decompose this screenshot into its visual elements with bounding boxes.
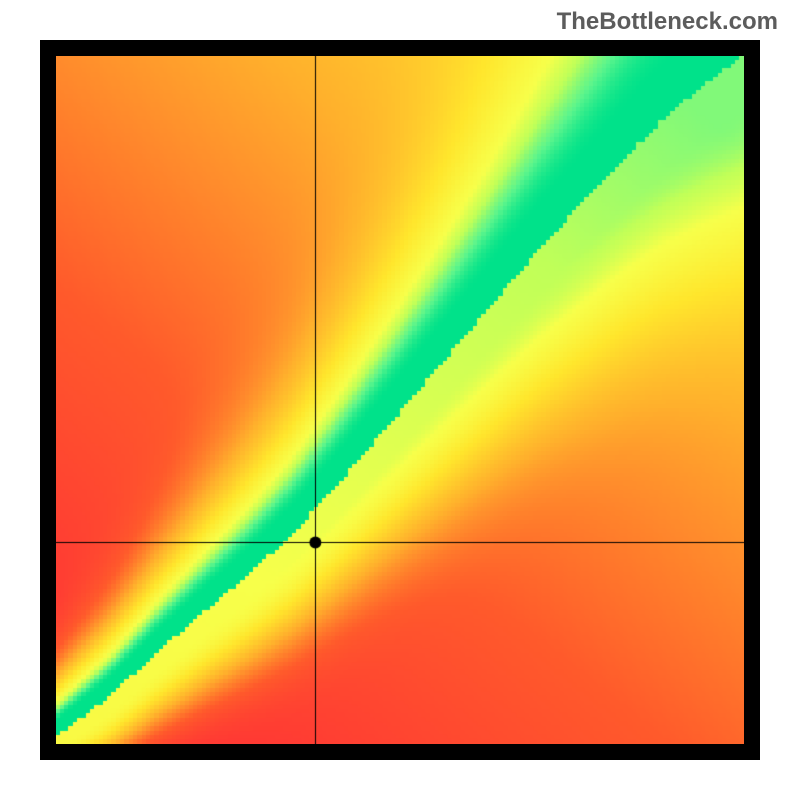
attribution-label: TheBottleneck.com [557,8,778,36]
figure-frame: TheBottleneck.com [0,0,800,800]
plot-border [40,40,760,760]
heatmap-canvas [56,56,744,744]
